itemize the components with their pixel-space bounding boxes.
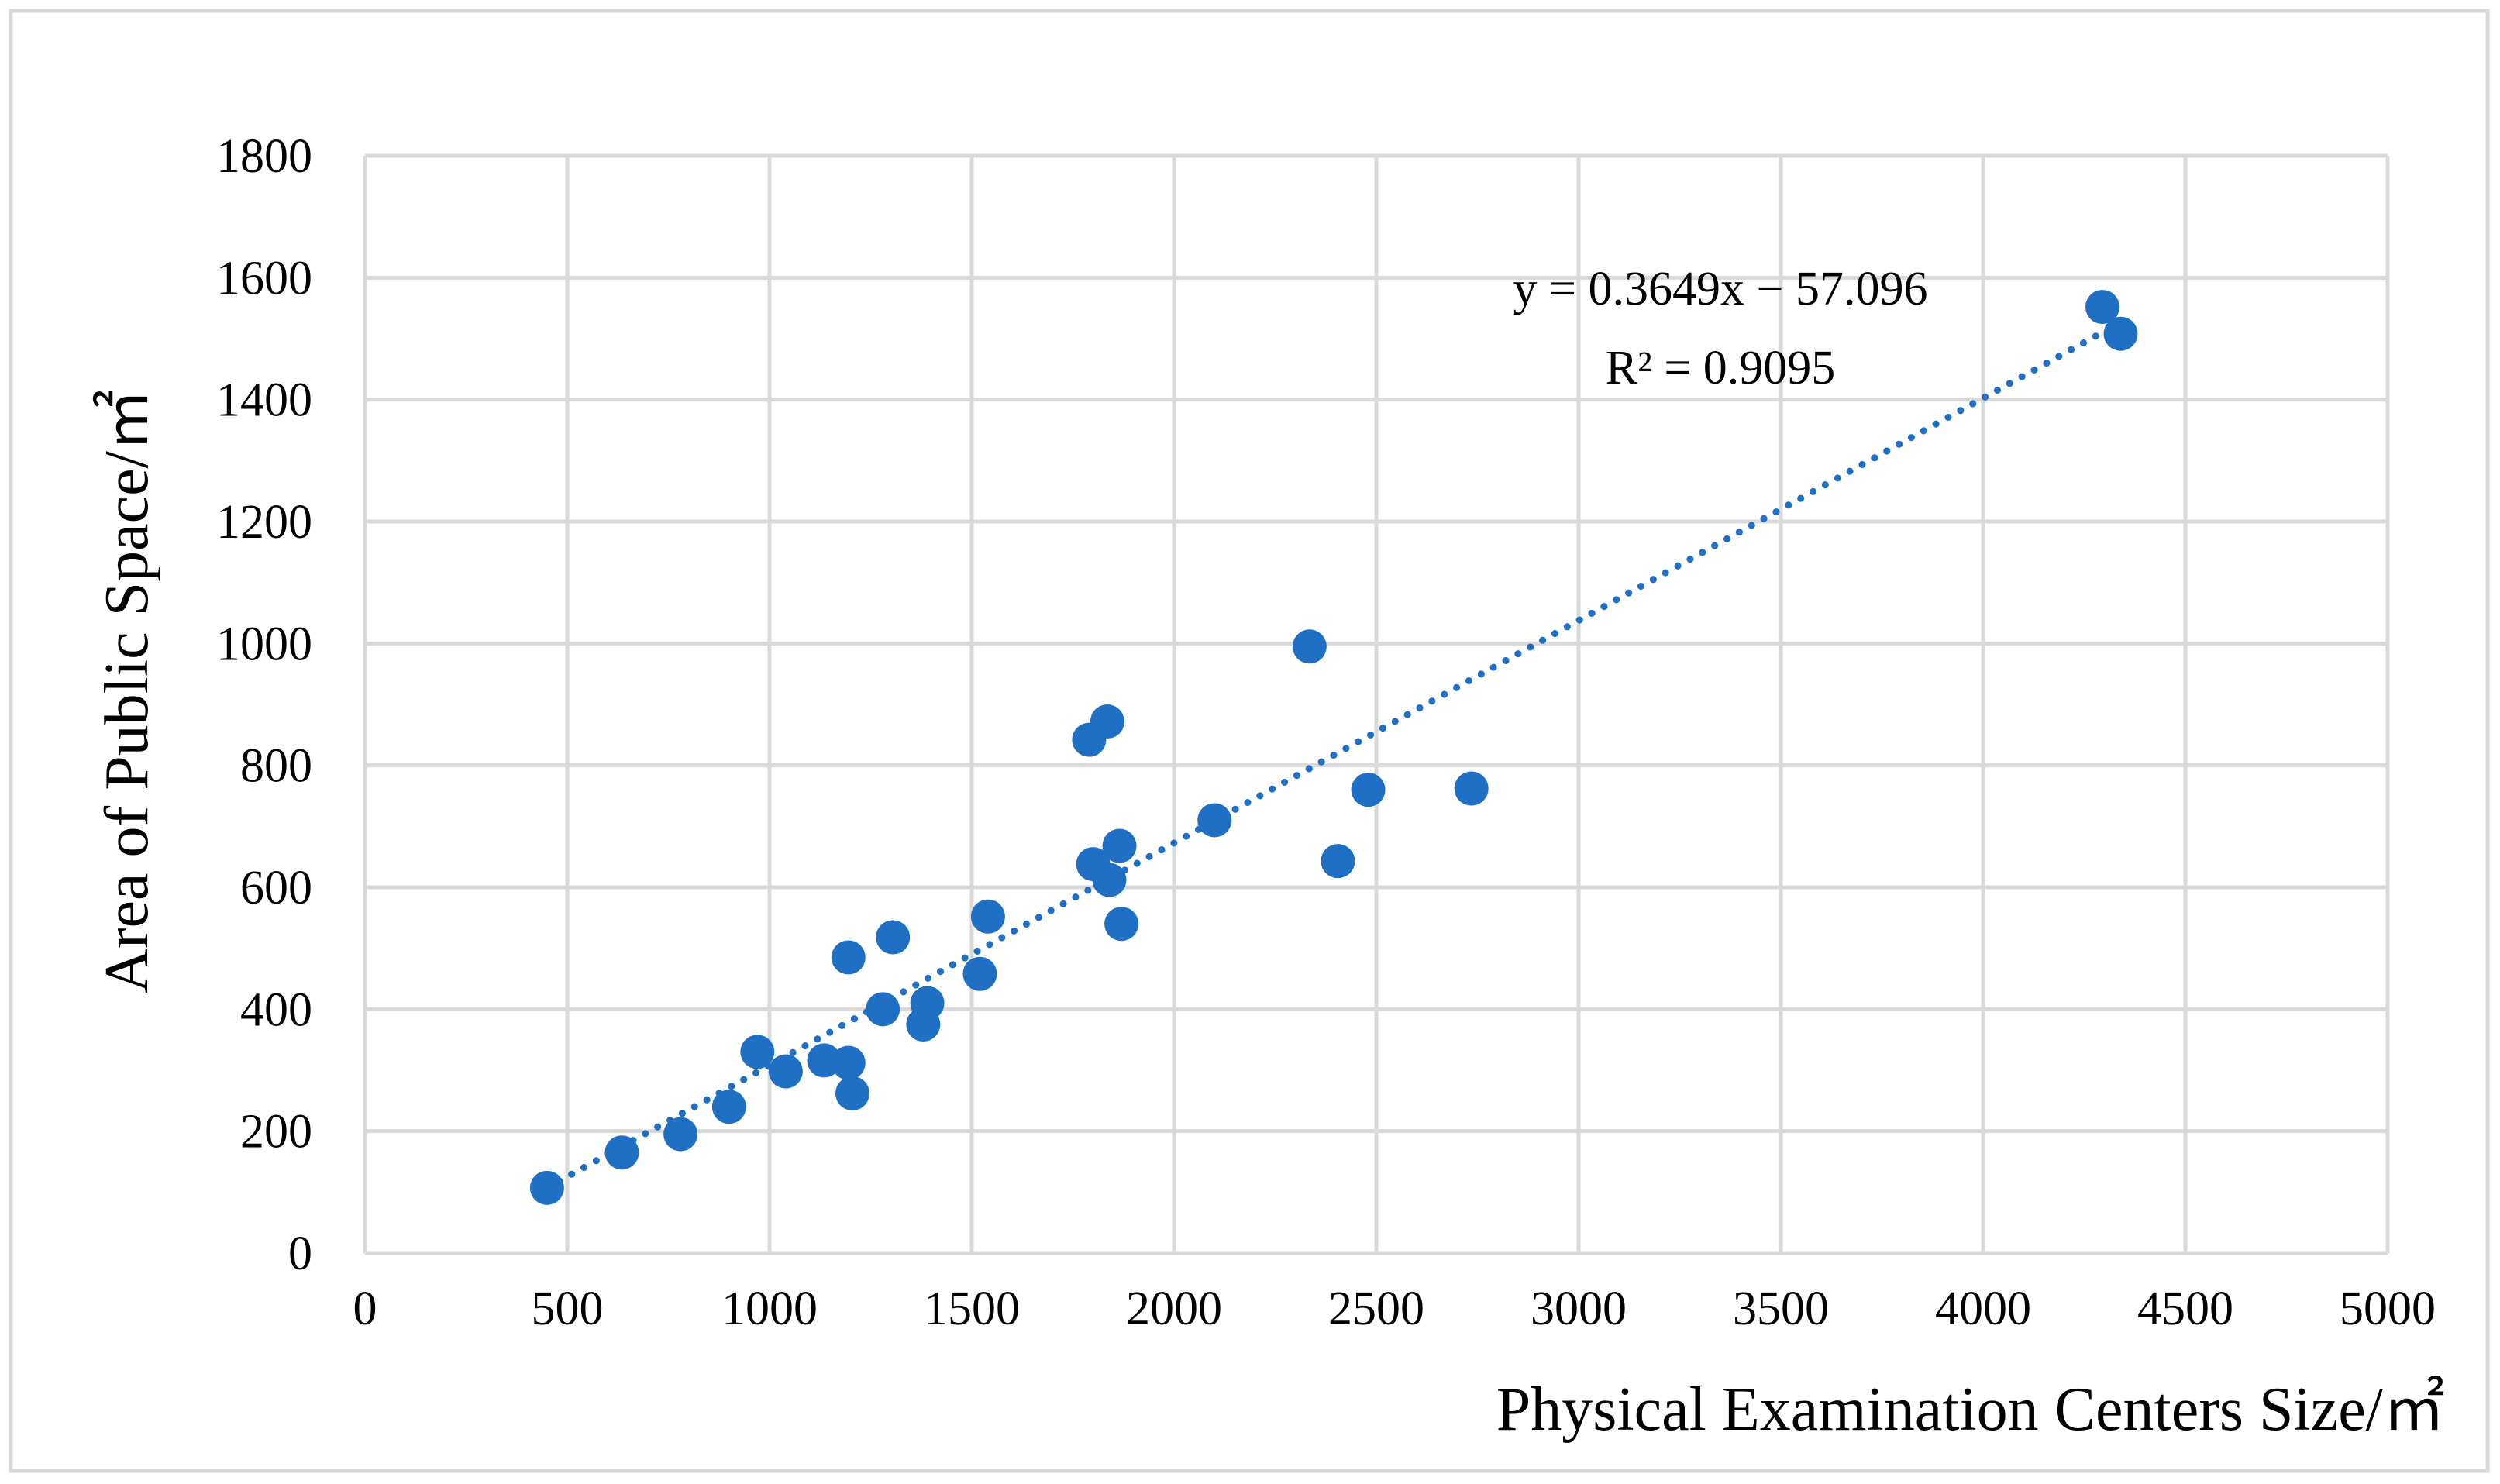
data-point [1090,704,1124,739]
x-tick-label: 3000 [1531,1283,1627,1335]
y-tick-label: 0 [288,1227,312,1280]
data-point [831,940,866,975]
x-tick-label: 4000 [1935,1283,2031,1335]
data-point [740,1035,775,1069]
data-points [529,290,2138,1205]
data-point [604,1135,639,1170]
chart-border [9,9,2490,1473]
x-tick-label: 2500 [1328,1283,1424,1335]
y-axis-ticks: 0 200 400 600 800 1000 1200 1400 1600 1800 [216,130,312,1280]
r-squared-label: R² = 0.9095 [1606,342,1835,394]
data-point [876,920,911,955]
trendline-layer [543,318,2124,1192]
data-point [1104,907,1139,942]
x-tick-label: 3500 [1733,1283,1829,1335]
x-tick-label: 2000 [1126,1283,1222,1335]
data-point [2103,316,2138,351]
x-tick-label: 4500 [2137,1283,2233,1335]
y-tick-label: 200 [240,1106,312,1159]
x-tick-label: 0 [353,1283,377,1335]
x-tick-label: 1500 [924,1283,1020,1335]
data-point [1292,629,1327,664]
data-point [1454,771,1489,806]
trendline-equation: y = 0.3649x − 57.096 [1513,263,1928,315]
y-axis-title: Area of Public Space/㎡ [93,389,161,993]
linear-trendline [543,318,2124,1192]
x-axis-title: Physical Examination Centers Size/㎡ [1496,1376,2445,1444]
x-tick-label: 5000 [2340,1283,2436,1335]
x-tick-label: 1000 [721,1283,818,1335]
y-tick-label: 400 [240,983,312,1036]
data-point [831,1045,866,1080]
x-tick-label: 500 [532,1283,604,1335]
data-point [1351,773,1386,807]
x-axis-ticks: 0 500 1000 1500 2000 2500 3000 3500 4000 4500 5000 [353,1283,2436,1335]
y-tick-label: 1200 [216,496,312,549]
data-point [866,992,900,1027]
y-tick-label: 800 [240,740,312,793]
data-point [1321,844,1355,879]
grid [363,153,2390,1255]
data-point [768,1054,803,1089]
y-tick-label: 1400 [216,374,312,427]
y-tick-label: 1600 [216,252,312,305]
data-point [970,899,1005,934]
data-point [529,1170,564,1205]
y-tick-label: 600 [240,862,312,914]
data-point [711,1090,746,1124]
data-point [663,1117,698,1152]
data-point [962,956,997,991]
data-point [835,1076,870,1110]
data-point [1102,828,1137,863]
y-tick-label: 1000 [216,618,312,670]
data-point [2085,290,2119,325]
data-point [910,986,945,1021]
y-tick-label: 1800 [216,130,312,183]
data-point [1092,863,1127,897]
data-point [1197,803,1232,838]
